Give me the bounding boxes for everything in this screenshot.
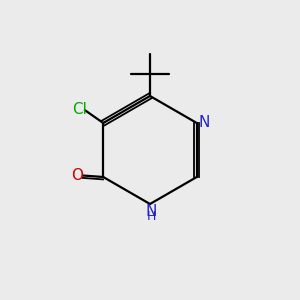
Text: H: H <box>147 210 156 223</box>
Text: N: N <box>199 115 210 130</box>
Text: Cl: Cl <box>72 102 87 117</box>
Text: O: O <box>71 168 83 183</box>
Text: N: N <box>146 204 157 219</box>
